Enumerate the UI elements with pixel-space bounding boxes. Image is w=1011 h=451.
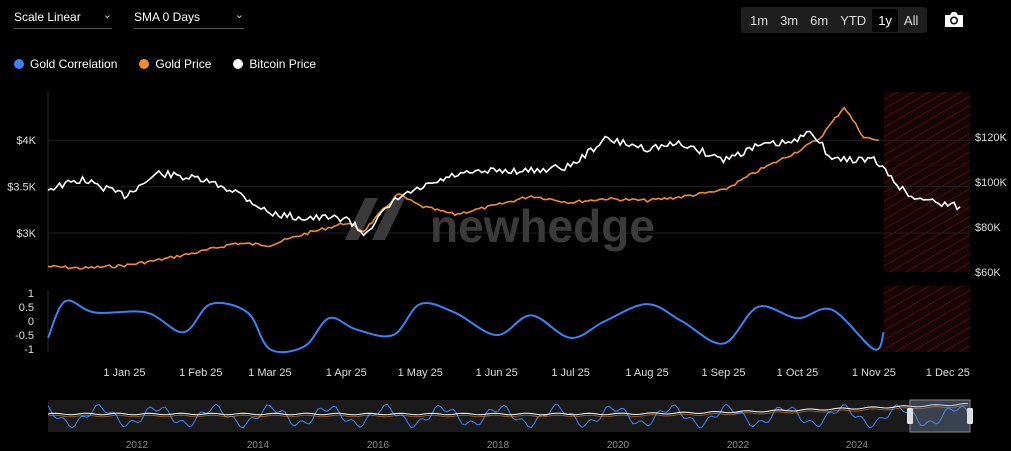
legend-label: Gold Price xyxy=(155,57,212,71)
range-selector: 1m 3m 6m YTD 1y All xyxy=(741,7,928,33)
correlation-tick-label: -0.5 xyxy=(15,330,34,342)
scale-dropdown[interactable]: Scale Linear ⌄ xyxy=(14,6,112,29)
sma-dropdown[interactable]: SMA 0 Days ⌄ xyxy=(134,6,244,29)
x-tick-label: 1 Sep 25 xyxy=(701,367,745,379)
chart-legend: Gold Correlation Gold Price Bitcoin Pric… xyxy=(14,57,316,71)
navigator-year-label: 2016 xyxy=(367,440,390,451)
correlation-tick-label: 0 xyxy=(28,316,34,328)
x-tick-label: 1 Jan 25 xyxy=(103,367,145,379)
x-tick-label: 1 Feb 25 xyxy=(179,367,222,379)
range-6m-button[interactable]: 6m xyxy=(810,12,829,28)
x-tick-label: 1 Jul 25 xyxy=(551,367,590,379)
right-tick-label: $120K xyxy=(975,132,1007,144)
camera-icon[interactable] xyxy=(943,10,965,28)
legend-item-gold-correlation[interactable]: Gold Correlation xyxy=(14,57,117,71)
x-tick-label: 1 Jun 25 xyxy=(476,367,518,379)
x-tick-label: 1 Aug 25 xyxy=(625,367,668,379)
left-tick-label: $3K xyxy=(16,228,36,240)
x-tick-label: 1 Oct 25 xyxy=(777,367,819,379)
gold-correlation-line xyxy=(47,299,885,354)
navigator-year-label: 2020 xyxy=(607,440,630,451)
forecast-hatch-correlation xyxy=(883,286,970,352)
legend-label: Gold Correlation xyxy=(30,57,118,71)
x-tick-label: 1 Dec 25 xyxy=(926,367,970,379)
forecast-hatch-main xyxy=(883,92,970,272)
correlation-tick-label: -1 xyxy=(24,344,34,356)
range-all-button[interactable]: All xyxy=(903,12,919,28)
correlation-tick-label: 0.5 xyxy=(19,302,34,314)
right-axis: $60K $80K $100K $120K xyxy=(975,132,1007,279)
bitcoin-price-line xyxy=(47,130,961,237)
left-tick-label: $3.5K xyxy=(7,182,36,194)
x-tick-label: 1 Apr 25 xyxy=(326,367,367,379)
right-tick-label: $60K xyxy=(975,267,1001,279)
navigator-handle-left xyxy=(907,408,913,424)
range-1m-button[interactable]: 1m xyxy=(750,12,769,28)
navigator[interactable]: 2012 2014 2016 2018 2020 2022 2024 xyxy=(47,399,973,451)
sma-dropdown-label: SMA 0 Days xyxy=(134,10,201,24)
legend-swatch xyxy=(233,59,244,69)
forecast-region xyxy=(883,92,970,352)
x-tick-label: 1 Mar 25 xyxy=(248,367,291,379)
range-1y-button[interactable]: 1y xyxy=(872,8,898,32)
x-axis: 1 Jan 25 1 Feb 25 1 Mar 25 1 Apr 25 1 May 25… xyxy=(103,367,970,379)
navigator-handle-right xyxy=(967,408,973,424)
navigator-year-label: 2012 xyxy=(126,440,149,451)
gold-price-line xyxy=(47,106,879,270)
left-tick-label: $4K xyxy=(16,135,36,147)
right-tick-label: $100K xyxy=(975,177,1007,189)
navigator-correlation-line xyxy=(47,403,970,429)
legend-swatch xyxy=(14,59,24,69)
correlation-axis: 1 0.5 0 -0.5 -1 xyxy=(15,288,34,356)
scale-dropdown-label: Scale Linear xyxy=(14,10,81,24)
legend-item-gold-price[interactable]: Gold Price xyxy=(139,57,211,71)
navigator-year-label: 2024 xyxy=(846,440,869,451)
navigator-gold-line xyxy=(47,404,969,418)
range-3m-button[interactable]: 3m xyxy=(780,12,799,28)
watermark-logo xyxy=(345,198,405,240)
left-axis: $3K $3.5K $4K xyxy=(7,135,36,240)
chevron-down-icon: ⌄ xyxy=(234,9,244,21)
chevron-down-icon: ⌄ xyxy=(102,9,112,21)
series-lines xyxy=(47,106,961,354)
watermark-text: newhedge xyxy=(430,200,655,252)
legend-item-bitcoin-price[interactable]: Bitcoin Price xyxy=(233,57,316,71)
x-tick-label: 1 Nov 25 xyxy=(852,367,896,379)
legend-swatch xyxy=(139,59,150,69)
navigator-year-label: 2018 xyxy=(487,440,510,451)
navigator-year-label: 2014 xyxy=(247,440,270,451)
legend-label: Bitcoin Price xyxy=(249,57,317,71)
right-tick-label: $80K xyxy=(975,222,1001,234)
range-ytd-button[interactable]: YTD xyxy=(840,12,867,28)
navigator-bitcoin-line xyxy=(47,402,969,416)
correlation-tick-label: 1 xyxy=(28,288,34,300)
navigator-selection xyxy=(909,399,971,433)
x-tick-label: 1 May 25 xyxy=(398,367,443,379)
navigator-year-label: 2022 xyxy=(727,440,750,451)
